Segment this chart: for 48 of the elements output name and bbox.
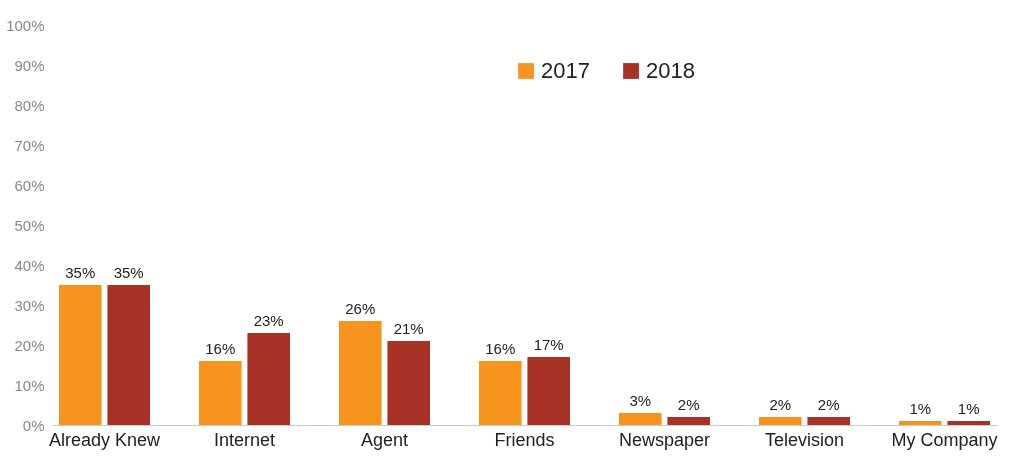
bar <box>107 285 150 425</box>
data-label: 2% <box>817 396 840 413</box>
x-tick-label: My Company <box>891 429 998 450</box>
data-label: 1% <box>909 400 932 417</box>
data-label: 16% <box>205 340 236 357</box>
bar <box>947 421 990 425</box>
y-tick-label: 40% <box>14 256 45 274</box>
y-tick-label: 50% <box>14 216 45 234</box>
data-label: 3% <box>629 392 652 409</box>
bar <box>339 321 382 425</box>
bar <box>619 413 662 425</box>
y-tick-label: 90% <box>14 56 45 74</box>
data-label: 17% <box>533 336 564 353</box>
bar <box>667 417 710 425</box>
y-tick-label: 60% <box>14 176 45 194</box>
bar <box>527 357 570 425</box>
data-label: 16% <box>485 340 516 357</box>
bar <box>387 341 430 425</box>
x-tick-label: Internet <box>213 429 276 450</box>
y-tick-label: 20% <box>14 336 45 354</box>
bar <box>807 417 850 425</box>
bar <box>247 333 290 425</box>
legend-label: 2017 <box>541 58 590 83</box>
bar <box>759 417 802 425</box>
data-label: 21% <box>393 320 424 337</box>
x-tick-label: Television <box>764 429 845 450</box>
bar <box>199 361 242 425</box>
data-label: 2% <box>677 396 700 413</box>
y-tick-label: 100% <box>6 16 45 34</box>
x-tick-label: Newspaper <box>618 429 711 450</box>
data-label: 2% <box>769 396 792 413</box>
y-tick-label: 80% <box>14 96 45 114</box>
data-label: 35% <box>65 264 96 281</box>
bar <box>899 421 942 425</box>
y-tick-label: 30% <box>14 296 45 314</box>
y-tick-label: 0% <box>22 416 45 434</box>
data-label: 26% <box>345 300 376 317</box>
data-label: 23% <box>253 312 284 329</box>
y-tick-label: 70% <box>14 136 45 154</box>
data-label: 35% <box>113 264 144 281</box>
bar <box>479 361 522 425</box>
x-tick-label: Friends <box>494 429 555 450</box>
bar <box>59 285 102 425</box>
legend-label: 2018 <box>646 58 695 83</box>
y-tick-label: 10% <box>14 376 45 394</box>
x-tick-label: Already Knew <box>48 429 162 450</box>
x-tick-label: Agent <box>360 429 409 450</box>
data-label: 1% <box>957 400 980 417</box>
